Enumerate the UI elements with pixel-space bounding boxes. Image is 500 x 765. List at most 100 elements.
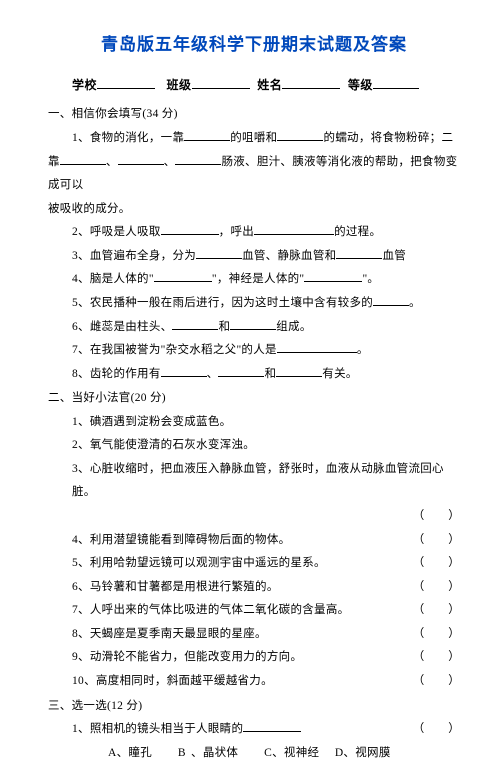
s1-q5: 5、农民播种一般在雨后进行，因为这时土壤中含有较多的 。 (48, 292, 460, 316)
s2-q2-text: 2、氧气能使澄清的石灰水变浑浊。 (72, 439, 255, 451)
s1-q1a: 1、食物的消化，一靠 (72, 132, 184, 144)
s1-q8: 8、齿轮的作用有、和有关。 (48, 363, 460, 387)
s1-q1e: 、 (106, 156, 118, 168)
s2-q9-text: 9、动滑轮不能省力，但能改变用力的方向。 (72, 651, 302, 663)
section1-heading: 一、相信你会填写(34 分) (48, 103, 460, 127)
opt-a: A、瞳孔 (108, 747, 152, 759)
paren: （ ） (413, 670, 460, 694)
s2-q4: 4、利用潜望镜能看到障碍物后面的物体。 （ ） (48, 529, 460, 553)
blank (276, 366, 322, 377)
s2-q8-text: 8、天蝎座是夏季南天最显眼的星座。 (72, 628, 267, 640)
class-blank (192, 78, 250, 89)
s1-q1d: 靠 (48, 156, 60, 168)
blank (175, 154, 221, 165)
blank (161, 366, 207, 377)
s1-q1-line3: 被吸收的成分。 (48, 198, 460, 222)
form-header: 学校 班级 姓名 等级 (48, 73, 460, 98)
blank (196, 248, 242, 259)
opt-c: C、视神经 (264, 747, 319, 759)
s2-q3-text: 3、心脏收缩时，把血液压入静脉血管，舒张时，血液从动脉血管流回心脏。 (72, 463, 444, 499)
name-blank (282, 78, 340, 89)
s2-q2: 2、氧气能使澄清的石灰水变浑浊。 (48, 434, 460, 458)
s2-q5: 5、利用哈勃望远镜可以观测宇宙中遥远的星系。 （ ） (48, 552, 460, 576)
document-title: 青岛版五年级科学下册期末试题及答案 (48, 28, 460, 63)
s1-q6c: 组成。 (276, 321, 311, 333)
s1-q1-line2: 靠、、肠液、胆汁、胰液等消化液的帮助，把食物变成可以 (48, 151, 460, 198)
s2-q6: 6、马铃薯和甘薯都是用根进行繁殖的。 （ ） (48, 576, 460, 600)
s2-q4-text: 4、利用潜望镜能看到障碍物后面的物体。 (72, 534, 290, 546)
blank (254, 224, 334, 235)
s2-q3-paren: （ ） (48, 505, 460, 529)
s1-q2a: 2、呼吸是人吸取 (72, 226, 161, 238)
s1-q4c: "。 (362, 273, 379, 285)
s2-q7-text: 7、人呼出来的气体比吸进的气体二氧化碳的含量高。 (72, 604, 349, 616)
school-label: 学校 (72, 78, 97, 92)
s1-q1f: 、 (164, 156, 176, 168)
s1-q5a: 5、农民播种一般在雨后进行，因为这时土壤中含有较多的 (72, 297, 373, 309)
paren: （ ） (413, 576, 460, 600)
s1-q4a: 4、脑是人体的" (72, 273, 154, 285)
paren: （ ） (413, 529, 460, 553)
blank (277, 342, 357, 353)
paren: （ ） (413, 646, 460, 670)
s1-q8b: 、 (207, 368, 219, 380)
blank (172, 319, 218, 330)
grade-blank (373, 78, 419, 89)
s1-q1c: 的蠕动，将食物粉碎；二 (323, 132, 453, 144)
s1-q8d: 有关。 (322, 368, 357, 380)
section2-heading: 二、当好小法官(20 分) (48, 387, 460, 411)
s2-q6-text: 6、马铃薯和甘薯都是用根进行繁殖的。 (72, 581, 279, 593)
s1-q3c: 血管 (382, 250, 406, 262)
s2-q1: 1、碘酒遇到淀粉会变成蓝色。 (48, 411, 460, 435)
class-label: 班级 (167, 78, 192, 92)
s3-q1: 1、照相机的镜头相当于人眼睛的 （ ） (48, 718, 460, 742)
opt-d: D、视网膜 (335, 747, 391, 759)
s2-q10: 10、高度相同时，斜面越平缓越省力。 （ ） (48, 670, 460, 694)
s1-q1-line1: 1、食物的消化，一靠的咀嚼和的蠕动，将食物粉碎；二 (48, 127, 460, 151)
s1-q7a: 7、在我国被誉为"杂交水稻之父"的人是 (72, 344, 277, 356)
blank (277, 130, 323, 141)
blank (161, 224, 219, 235)
blank (60, 154, 106, 165)
paren: （ ） (413, 599, 460, 623)
s1-q4: 4、脑是人体的" "，神经是人体的" "。 (48, 268, 460, 292)
s1-q4b: "，神经是人体的" (212, 273, 305, 285)
s2-q5-text: 5、利用哈勃望远镜可以观测宇宙中遥远的星系。 (72, 557, 326, 569)
s1-q6: 6、雌蕊是由柱头、 和 组成。 (48, 316, 460, 340)
blank (230, 319, 276, 330)
grade-label: 等级 (348, 78, 373, 92)
blank (218, 366, 264, 377)
name-label: 姓名 (257, 78, 282, 92)
blank (154, 271, 212, 282)
s3-q1-text: 1、照相机的镜头相当于人眼睛的 (72, 723, 243, 735)
s2-q7: 7、人呼出来的气体比吸进的气体二氧化碳的含量高。 （ ） (48, 599, 460, 623)
s2-q3-line1: 3、心脏收缩时，把血液压入静脉血管，舒张时，血液从动脉血管流回心脏。 (48, 458, 460, 505)
s1-q3b: 血管、静脉血管和 (242, 250, 336, 262)
s1-q5b: 。 (409, 297, 421, 309)
s1-q8c: 和 (264, 368, 276, 380)
s1-q2b: ，呼出 (219, 226, 254, 238)
school-blank (97, 78, 155, 89)
paren: （ ） (413, 623, 460, 647)
s1-q7b: 。 (357, 344, 369, 356)
s1-q6b: 和 (218, 321, 230, 333)
blank (373, 295, 409, 306)
paren: （ ） (413, 505, 460, 529)
blank (304, 271, 362, 282)
s2-q1-text: 1、碘酒遇到淀粉会变成蓝色。 (72, 416, 231, 428)
s2-q9: 9、动滑轮不能省力，但能改变用力的方向。 （ ） (48, 646, 460, 670)
blank (243, 721, 301, 732)
s1-q7: 7、在我国被誉为"杂交水稻之父"的人是 。 (48, 339, 460, 363)
s2-q10-text: 10、高度相同时，斜面越平缓越省力。 (72, 675, 273, 687)
opt-b: B 、晶状体 (178, 747, 238, 759)
blank (184, 130, 230, 141)
paren: （ ） (413, 552, 460, 576)
s1-q2: 2、呼吸是人吸取，呼出的过程。 (48, 221, 460, 245)
paren: （ ） (413, 718, 460, 742)
blank (336, 248, 382, 259)
s1-q3: 3、血管遍布全身，分为血管、静脉血管和血管 (48, 245, 460, 269)
s1-q6a: 6、雌蕊是由柱头、 (72, 321, 172, 333)
s2-q8: 8、天蝎座是夏季南天最显眼的星座。 （ ） (48, 623, 460, 647)
section3-heading: 三、选一选(12 分) (48, 695, 460, 719)
blank (118, 154, 164, 165)
